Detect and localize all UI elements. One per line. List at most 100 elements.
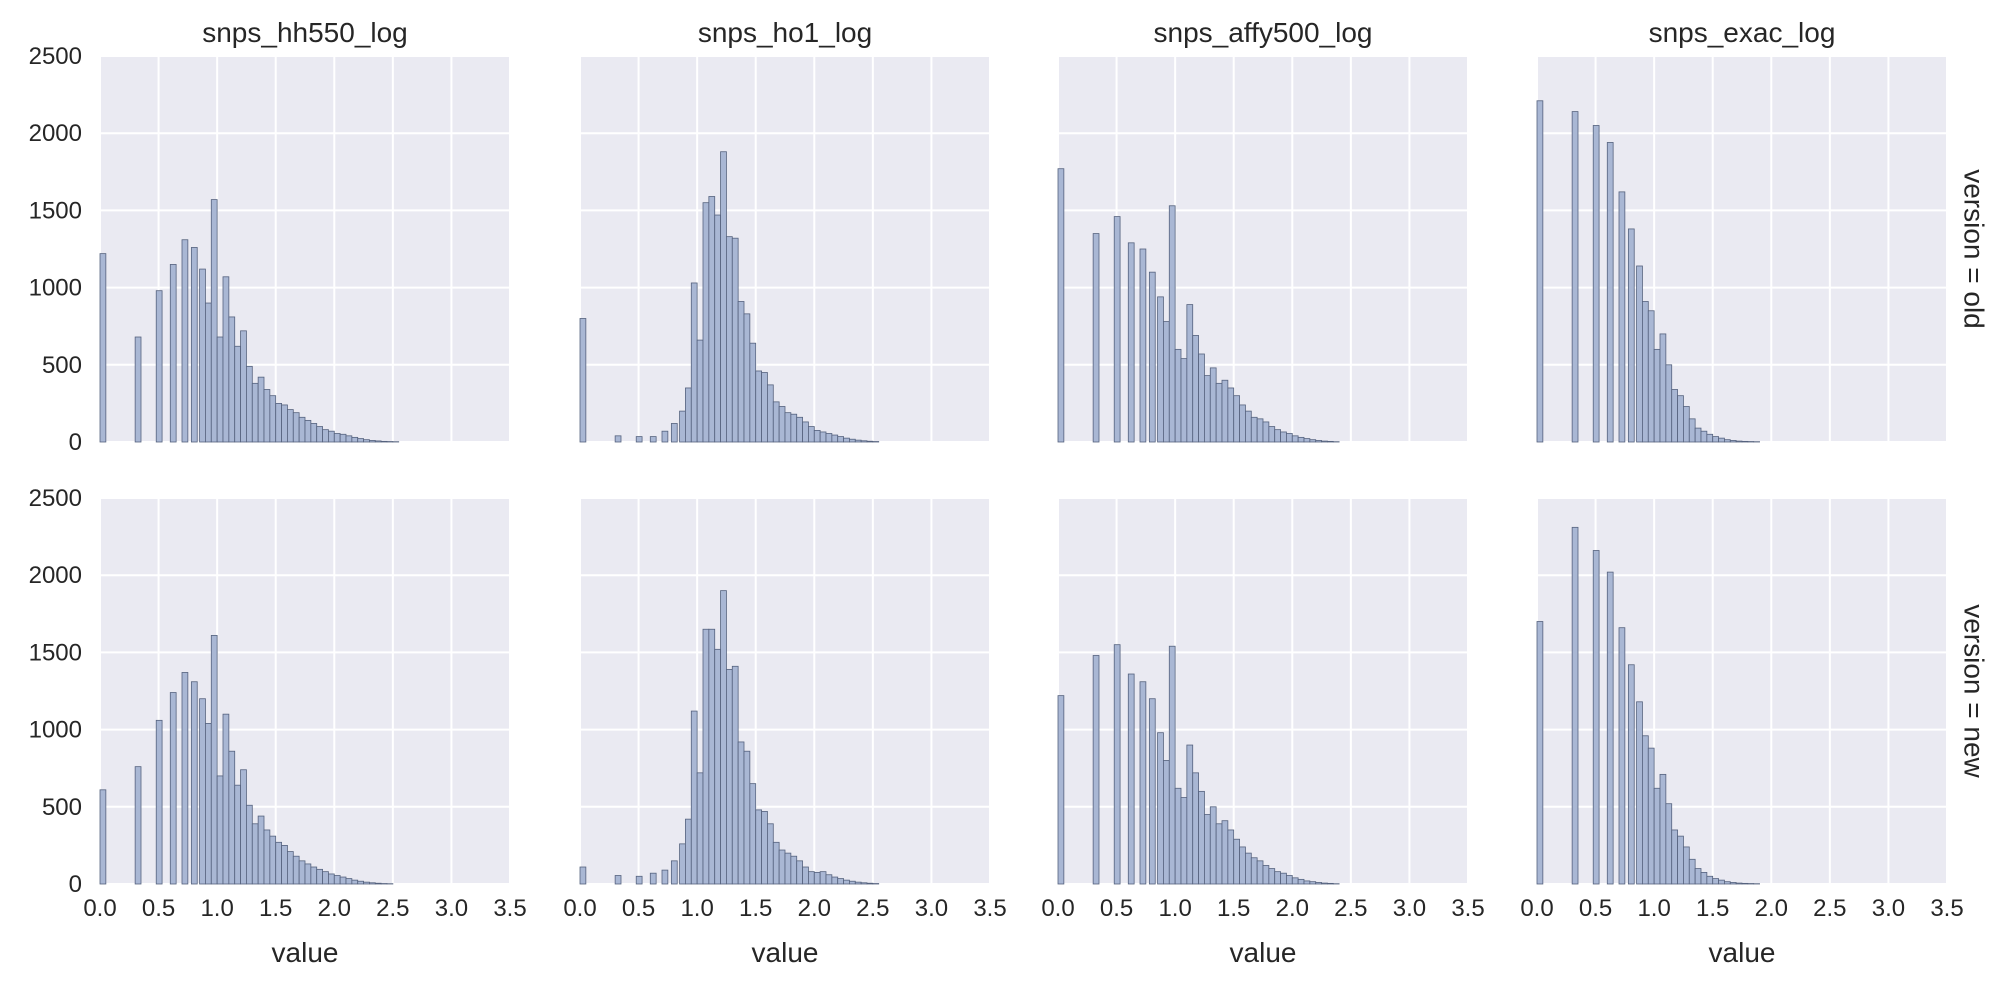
histogram-bar — [720, 151, 727, 443]
histogram-bar — [743, 313, 751, 443]
panel-snps_ho1_log-new — [579, 497, 991, 885]
histogram-bar — [1168, 645, 1176, 885]
histogram-bar — [1735, 440, 1743, 443]
x-tick-label: 1.0 — [680, 895, 713, 922]
histogram-bar — [374, 440, 382, 443]
histogram-bar — [690, 710, 698, 885]
histogram-bar — [190, 247, 198, 443]
histogram-bar — [1239, 846, 1246, 885]
histogram-bar — [813, 430, 821, 443]
histogram-bar — [796, 860, 803, 885]
histogram-bar — [169, 264, 177, 443]
histogram-bar — [333, 433, 341, 443]
histogram-bar — [1204, 814, 1211, 885]
histogram-bar — [702, 202, 710, 443]
histogram-bar — [222, 276, 230, 443]
x-tick-label: 2.0 — [798, 895, 831, 922]
histogram-bar — [1592, 125, 1600, 443]
histogram-bar — [649, 436, 657, 443]
histogram-bar — [670, 860, 678, 885]
y-tick-label: 500 — [42, 794, 82, 821]
histogram-bar — [1683, 846, 1690, 885]
histogram-bar — [1303, 880, 1311, 885]
histogram-bar — [1642, 735, 1649, 885]
histogram-bar — [1627, 664, 1635, 885]
histogram-bar — [310, 423, 318, 443]
histogram-bar — [281, 404, 288, 443]
histogram-bar — [1671, 829, 1678, 885]
histogram-bar — [860, 882, 868, 885]
histogram-bar — [1700, 430, 1708, 443]
histogram-bar — [690, 282, 698, 443]
histogram-bar — [1315, 440, 1322, 443]
histogram-bar — [1227, 829, 1235, 885]
histogram-bar — [772, 401, 780, 443]
histogram-bar — [808, 871, 815, 885]
histogram-bar — [1606, 571, 1614, 885]
histogram-bar — [99, 253, 107, 443]
x-tick-label: 2.5 — [856, 895, 889, 922]
histogram-bar — [802, 421, 809, 443]
histogram-bar — [761, 372, 768, 443]
histogram-bar — [1571, 111, 1579, 443]
histogram-bar — [1297, 878, 1305, 885]
panel-background — [1058, 498, 1468, 884]
histogram-bar — [649, 872, 657, 885]
histogram-bar — [1729, 440, 1737, 443]
histogram-bar — [1291, 435, 1299, 443]
histogram-bar — [696, 772, 704, 885]
panel-snps_ho1_log-old — [579, 55, 991, 443]
y-tick-label: 2000 — [29, 120, 82, 147]
histogram-bar — [199, 268, 206, 443]
x-tick-label: 3.5 — [973, 895, 1006, 922]
histogram-bar — [1139, 248, 1147, 443]
x-tick-label: 0.5 — [1579, 895, 1612, 922]
histogram-bar — [1618, 627, 1626, 885]
histogram-bar — [1268, 426, 1276, 443]
histogram-bar — [1239, 404, 1246, 443]
histogram-bar — [1215, 382, 1223, 443]
histogram-bar — [1209, 367, 1217, 443]
histogram-bar — [199, 698, 206, 885]
panel-background — [580, 56, 990, 442]
histogram-bar — [1215, 823, 1223, 885]
histogram-bar — [1729, 882, 1737, 885]
histogram-bar — [1694, 868, 1702, 885]
histogram-bar — [737, 741, 745, 885]
x-tick-label: 1.0 — [1158, 895, 1191, 922]
histogram-bar — [190, 681, 198, 885]
histogram-bar — [1057, 695, 1065, 885]
histogram-bar — [837, 878, 844, 885]
histogram-bar — [1706, 875, 1714, 885]
histogram-bar — [1256, 860, 1264, 885]
x-tick-label: 0.0 — [563, 895, 596, 922]
histogram-bar — [1274, 429, 1281, 443]
histogram-bar — [1280, 431, 1287, 443]
histogram-bar — [269, 395, 277, 443]
histogram-bar — [1592, 550, 1600, 885]
panel-background — [1537, 56, 1947, 442]
histogram-bar — [169, 692, 177, 885]
histogram-bar — [181, 239, 189, 443]
x-tick-label: 1.5 — [1217, 895, 1250, 922]
histogram-bar — [1233, 838, 1240, 885]
y-tick-label: 0 — [69, 429, 82, 456]
histogram-bar — [714, 648, 721, 885]
histogram-bar — [784, 412, 792, 443]
histogram-bar — [298, 860, 306, 885]
histogram-bar — [778, 406, 786, 443]
histogram-bar — [333, 875, 341, 885]
histogram-bar — [1204, 375, 1211, 443]
histogram-bar — [1606, 142, 1614, 443]
histogram-bar — [1057, 168, 1065, 443]
histogram-bar — [1677, 835, 1684, 885]
histogram-bar — [251, 823, 259, 885]
histogram-bar — [1688, 858, 1696, 885]
histogram-bar — [579, 866, 587, 885]
histogram-bar — [1741, 440, 1749, 443]
histogram-bar — [351, 879, 359, 885]
histogram-bar — [1113, 644, 1121, 885]
histogram-bar — [1286, 433, 1293, 443]
histogram-bar — [702, 628, 710, 885]
histogram-bar — [292, 855, 300, 885]
